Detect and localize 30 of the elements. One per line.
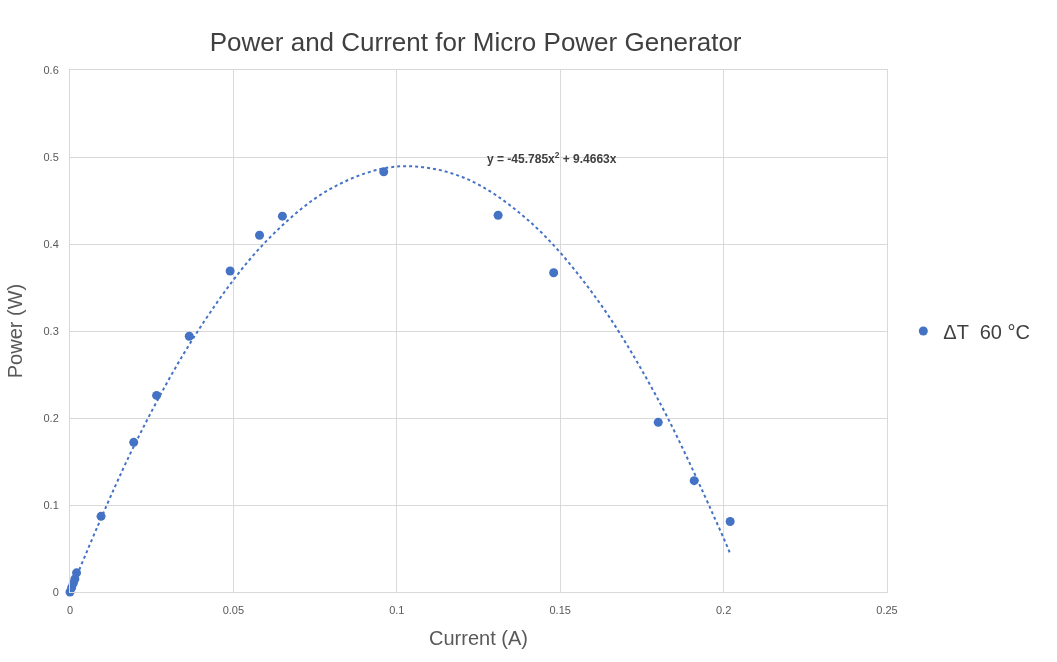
x-axis-title: Current (A) xyxy=(429,626,528,649)
point xyxy=(129,437,139,447)
y-axis-title: Power (W) xyxy=(4,283,26,379)
x-tick-label: 0 xyxy=(66,604,74,617)
x-tick-label: 0.25 xyxy=(876,604,898,617)
y-tick-label: 0 xyxy=(52,585,59,598)
x-tick-label: 0.05 xyxy=(222,604,245,617)
point xyxy=(653,417,663,427)
point xyxy=(255,230,265,240)
point xyxy=(689,476,699,486)
point xyxy=(549,268,559,278)
annotation: y = -45.785x$^{2}$ + 9.4663x xyxy=(487,150,617,167)
point xyxy=(152,390,162,400)
point xyxy=(277,211,287,221)
point xyxy=(379,167,389,177)
y-tick-label: 0.3 xyxy=(43,324,59,337)
x-tick-label: 0.1 xyxy=(389,604,405,617)
y-tick-label: 0.4 xyxy=(43,237,59,250)
x-tick-label: 0.2 xyxy=(715,604,732,617)
y-tick-label: 0.2 xyxy=(43,411,59,424)
point xyxy=(184,331,194,341)
x-tick-label: 0.15 xyxy=(549,604,571,617)
point xyxy=(225,266,235,276)
y-tick-label: 0.6 xyxy=(43,63,59,76)
chart-title: Power and Current for Micro Power Generator xyxy=(209,27,742,58)
legend-label: ΔT 60 °C xyxy=(943,320,1030,343)
point xyxy=(493,210,503,220)
point xyxy=(725,517,735,527)
y-tick-label: 0.5 xyxy=(43,150,59,163)
y-tick-label: 0.1 xyxy=(43,498,59,511)
